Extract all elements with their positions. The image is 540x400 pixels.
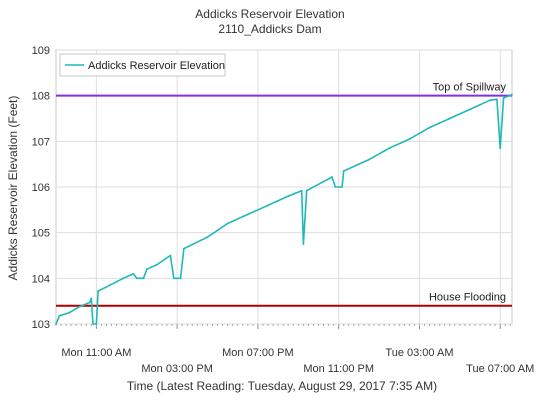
reference-line-label: Top of Spillway — [433, 82, 507, 94]
y-tick-label: 104 — [32, 273, 50, 285]
x-tick-label: Mon 03:00 PM — [141, 363, 213, 375]
series-point — [408, 138, 411, 141]
series-point — [246, 213, 249, 216]
series-point — [496, 98, 498, 101]
series-point — [489, 99, 491, 102]
series-point — [287, 195, 290, 198]
x-tick-labels: Mon 11:00 AM Mon 03:00 PM Mon 07:00 PM Mon … — [61, 347, 534, 375]
series-point — [499, 147, 502, 150]
series-point — [88, 301, 91, 304]
series-point — [206, 236, 209, 239]
series-point — [368, 158, 370, 161]
x-tick-label: Tue 03:00 AM — [385, 347, 453, 359]
x-tick-label: Mon 07:00 PM — [222, 347, 294, 359]
legend-label: Addicks Reservoir Elevation — [88, 60, 225, 72]
series-point — [321, 181, 323, 184]
series-point — [142, 277, 145, 280]
series-point — [341, 186, 343, 188]
y-tick-label: 105 — [32, 228, 50, 240]
series-line — [55, 94, 513, 325]
series-point — [78, 305, 81, 308]
chart-subtitle: 2110_Addicks Dam — [218, 22, 321, 36]
series-point — [95, 323, 98, 325]
series-point — [58, 314, 61, 317]
y-tick-labels: 103 104 105 106 107 108 109 — [32, 45, 50, 331]
legend: Addicks Reservoir Elevation — [59, 53, 226, 77]
y-tick-label: 108 — [32, 91, 50, 103]
series-point — [331, 176, 333, 178]
series-point — [132, 272, 135, 275]
series-point — [135, 277, 138, 280]
series-point — [92, 323, 94, 325]
series-point — [469, 108, 471, 111]
series-point — [146, 268, 148, 271]
series-point — [169, 254, 172, 257]
series-point — [226, 222, 229, 225]
series-point — [300, 189, 303, 192]
chart-title: Addicks Reservoir Elevation — [195, 7, 344, 21]
series-point — [448, 117, 451, 120]
series-point — [90, 297, 93, 300]
y-axis-label: Addicks Reservoir Elevation (Feet) — [6, 96, 20, 281]
series-point — [156, 263, 158, 266]
x-tick-label: Tue 07:00 AM — [466, 363, 534, 375]
x-axis-label: Time (Latest Reading: Tuesday, August 29… — [127, 379, 437, 393]
series-point — [183, 247, 185, 250]
x-tick-label: Mon 11:00 AM — [61, 347, 131, 359]
series-point — [108, 284, 111, 287]
series-point — [122, 277, 125, 280]
legend-box — [59, 53, 226, 77]
y-tick-label: 106 — [32, 182, 50, 194]
reference-line-label: House Flooding — [429, 292, 506, 304]
series-point — [302, 243, 305, 246]
reference-lines: Top of Spillway House Flooding — [56, 82, 512, 307]
minor-ticks — [55, 324, 511, 326]
series-point — [305, 189, 308, 192]
series-point — [388, 147, 391, 150]
series-point — [97, 290, 99, 292]
y-tick-label: 109 — [32, 45, 50, 57]
series-point — [334, 186, 337, 188]
series-layer — [55, 93, 513, 325]
y-tick-label: 107 — [32, 136, 50, 148]
y-tick-label: 103 — [32, 319, 50, 331]
series-point — [172, 277, 175, 280]
series-point — [55, 323, 57, 325]
series-point — [511, 93, 513, 96]
series-point — [342, 170, 345, 172]
series-point — [428, 126, 431, 129]
series-point — [267, 204, 269, 207]
series-point — [179, 277, 182, 280]
series-point — [502, 97, 505, 99]
series-point — [68, 311, 71, 314]
x-tick-label: Mon 11:00 PM — [303, 363, 374, 375]
